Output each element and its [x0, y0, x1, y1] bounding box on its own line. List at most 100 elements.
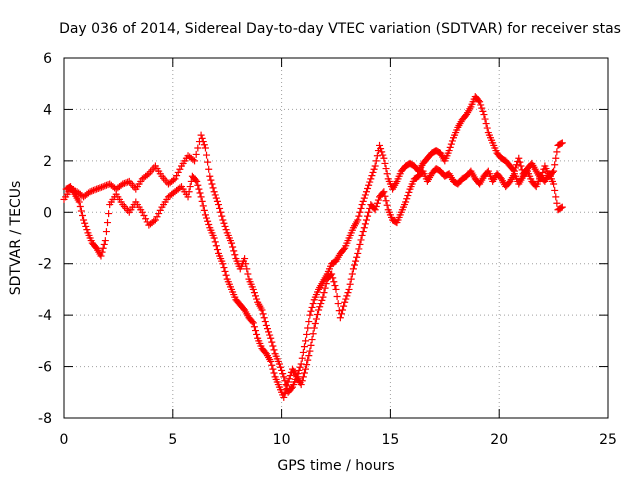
data-point	[550, 167, 558, 175]
data-point	[267, 334, 275, 342]
data-point-dense	[381, 192, 389, 200]
data-point-dense	[372, 157, 380, 165]
data-point-dense	[483, 124, 491, 132]
data-point-dense	[105, 210, 113, 218]
data-point-dense	[282, 386, 290, 394]
data-point-dense	[329, 274, 337, 282]
data-point	[367, 175, 375, 183]
data-point-dense	[317, 300, 325, 308]
data-point-dense	[217, 208, 225, 216]
data-point	[184, 193, 192, 201]
data-point	[86, 188, 94, 196]
data-point-dense	[311, 320, 319, 327]
y-tick-label: 0	[43, 205, 52, 221]
data-point	[362, 216, 370, 224]
data-point-dense	[314, 311, 322, 318]
data-point-dense	[352, 257, 360, 265]
y-tick-label: 4	[43, 102, 52, 118]
data-point-dense	[318, 296, 326, 304]
data-point	[550, 180, 558, 188]
data-point	[262, 321, 270, 329]
data-point-dense	[312, 315, 320, 323]
data-point-dense	[269, 342, 277, 350]
y-tick-label: -4	[38, 308, 52, 324]
data-point-dense	[221, 267, 229, 275]
data-point-dense	[359, 197, 367, 205]
data-point-dense	[517, 162, 525, 170]
data-point	[219, 216, 227, 224]
data-point-dense	[322, 280, 330, 288]
data-point-dense	[446, 143, 454, 151]
data-point-dense	[277, 363, 285, 371]
tick-labels: 0 5 10 15 20 25 -8 -6 -4 -2 0 2 4 6	[38, 51, 617, 448]
data-point-dense	[98, 248, 106, 256]
data-point-dense	[330, 278, 338, 286]
data-point-dense	[299, 348, 307, 356]
data-point-dense	[303, 330, 311, 338]
data-point-dense	[479, 107, 487, 115]
data-point	[228, 239, 236, 247]
data-point-dense	[304, 324, 312, 332]
data-point	[210, 234, 218, 242]
data-point-dense	[382, 165, 390, 173]
data-point	[336, 314, 344, 322]
data-point	[267, 357, 275, 365]
data-point-dense	[539, 168, 547, 176]
data-point-dense	[243, 265, 251, 273]
data-point	[445, 147, 453, 155]
x-axis-label: GPS time / hours	[277, 458, 394, 474]
data-point-dense	[99, 244, 107, 252]
data-point-dense	[298, 377, 306, 385]
data-point	[302, 365, 310, 373]
data-point-dense	[208, 180, 216, 188]
data-point-dense	[211, 238, 219, 246]
data-point-dense	[78, 212, 86, 219]
data-point-dense	[303, 361, 311, 369]
data-point-dense	[261, 318, 269, 326]
data-point-dense	[364, 185, 372, 192]
data-point-dense	[199, 202, 207, 210]
data-point-dense	[124, 178, 132, 186]
data-point	[241, 255, 249, 263]
data-point-dense	[296, 363, 304, 371]
data-point-dense	[343, 292, 351, 300]
data-point	[354, 249, 362, 257]
data-point-dense	[120, 179, 128, 187]
data-point-dense	[189, 156, 197, 164]
data-point-dense	[340, 302, 348, 310]
data-point-dense	[211, 191, 219, 199]
data-point-dense	[347, 275, 355, 283]
data-point-dense	[199, 138, 207, 146]
data-point-dense	[357, 204, 365, 212]
data-point-dense	[198, 197, 206, 205]
data-point-dense	[195, 185, 203, 193]
data-point-dense	[298, 354, 306, 362]
data-point	[310, 324, 318, 332]
data-points	[60, 93, 566, 401]
x-tick-label: 15	[381, 432, 399, 448]
data-point-dense	[553, 199, 561, 207]
data-point	[480, 111, 488, 119]
data-point-dense	[557, 204, 565, 212]
data-point-dense	[101, 182, 109, 190]
data-point-dense	[316, 303, 324, 311]
data-point-dense	[194, 181, 202, 189]
data-point-dense	[356, 240, 364, 248]
data-point-dense	[307, 341, 315, 349]
data-point-dense	[185, 188, 193, 196]
y-tick-label: 2	[43, 154, 52, 170]
data-point-dense	[220, 264, 228, 272]
data-point-dense	[309, 330, 317, 338]
data-point-dense	[356, 208, 364, 216]
x-tick-label: 10	[273, 432, 291, 448]
data-point-dense	[200, 206, 208, 214]
data-point-dense	[381, 159, 389, 167]
data-point-dense	[285, 375, 293, 383]
data-point-dense	[194, 144, 202, 152]
data-point	[280, 373, 288, 381]
data-point-dense	[122, 179, 130, 187]
data-point-dense	[369, 168, 377, 176]
data-point-dense	[553, 148, 561, 156]
data-point-dense	[359, 228, 367, 236]
data-point-dense	[300, 369, 308, 377]
